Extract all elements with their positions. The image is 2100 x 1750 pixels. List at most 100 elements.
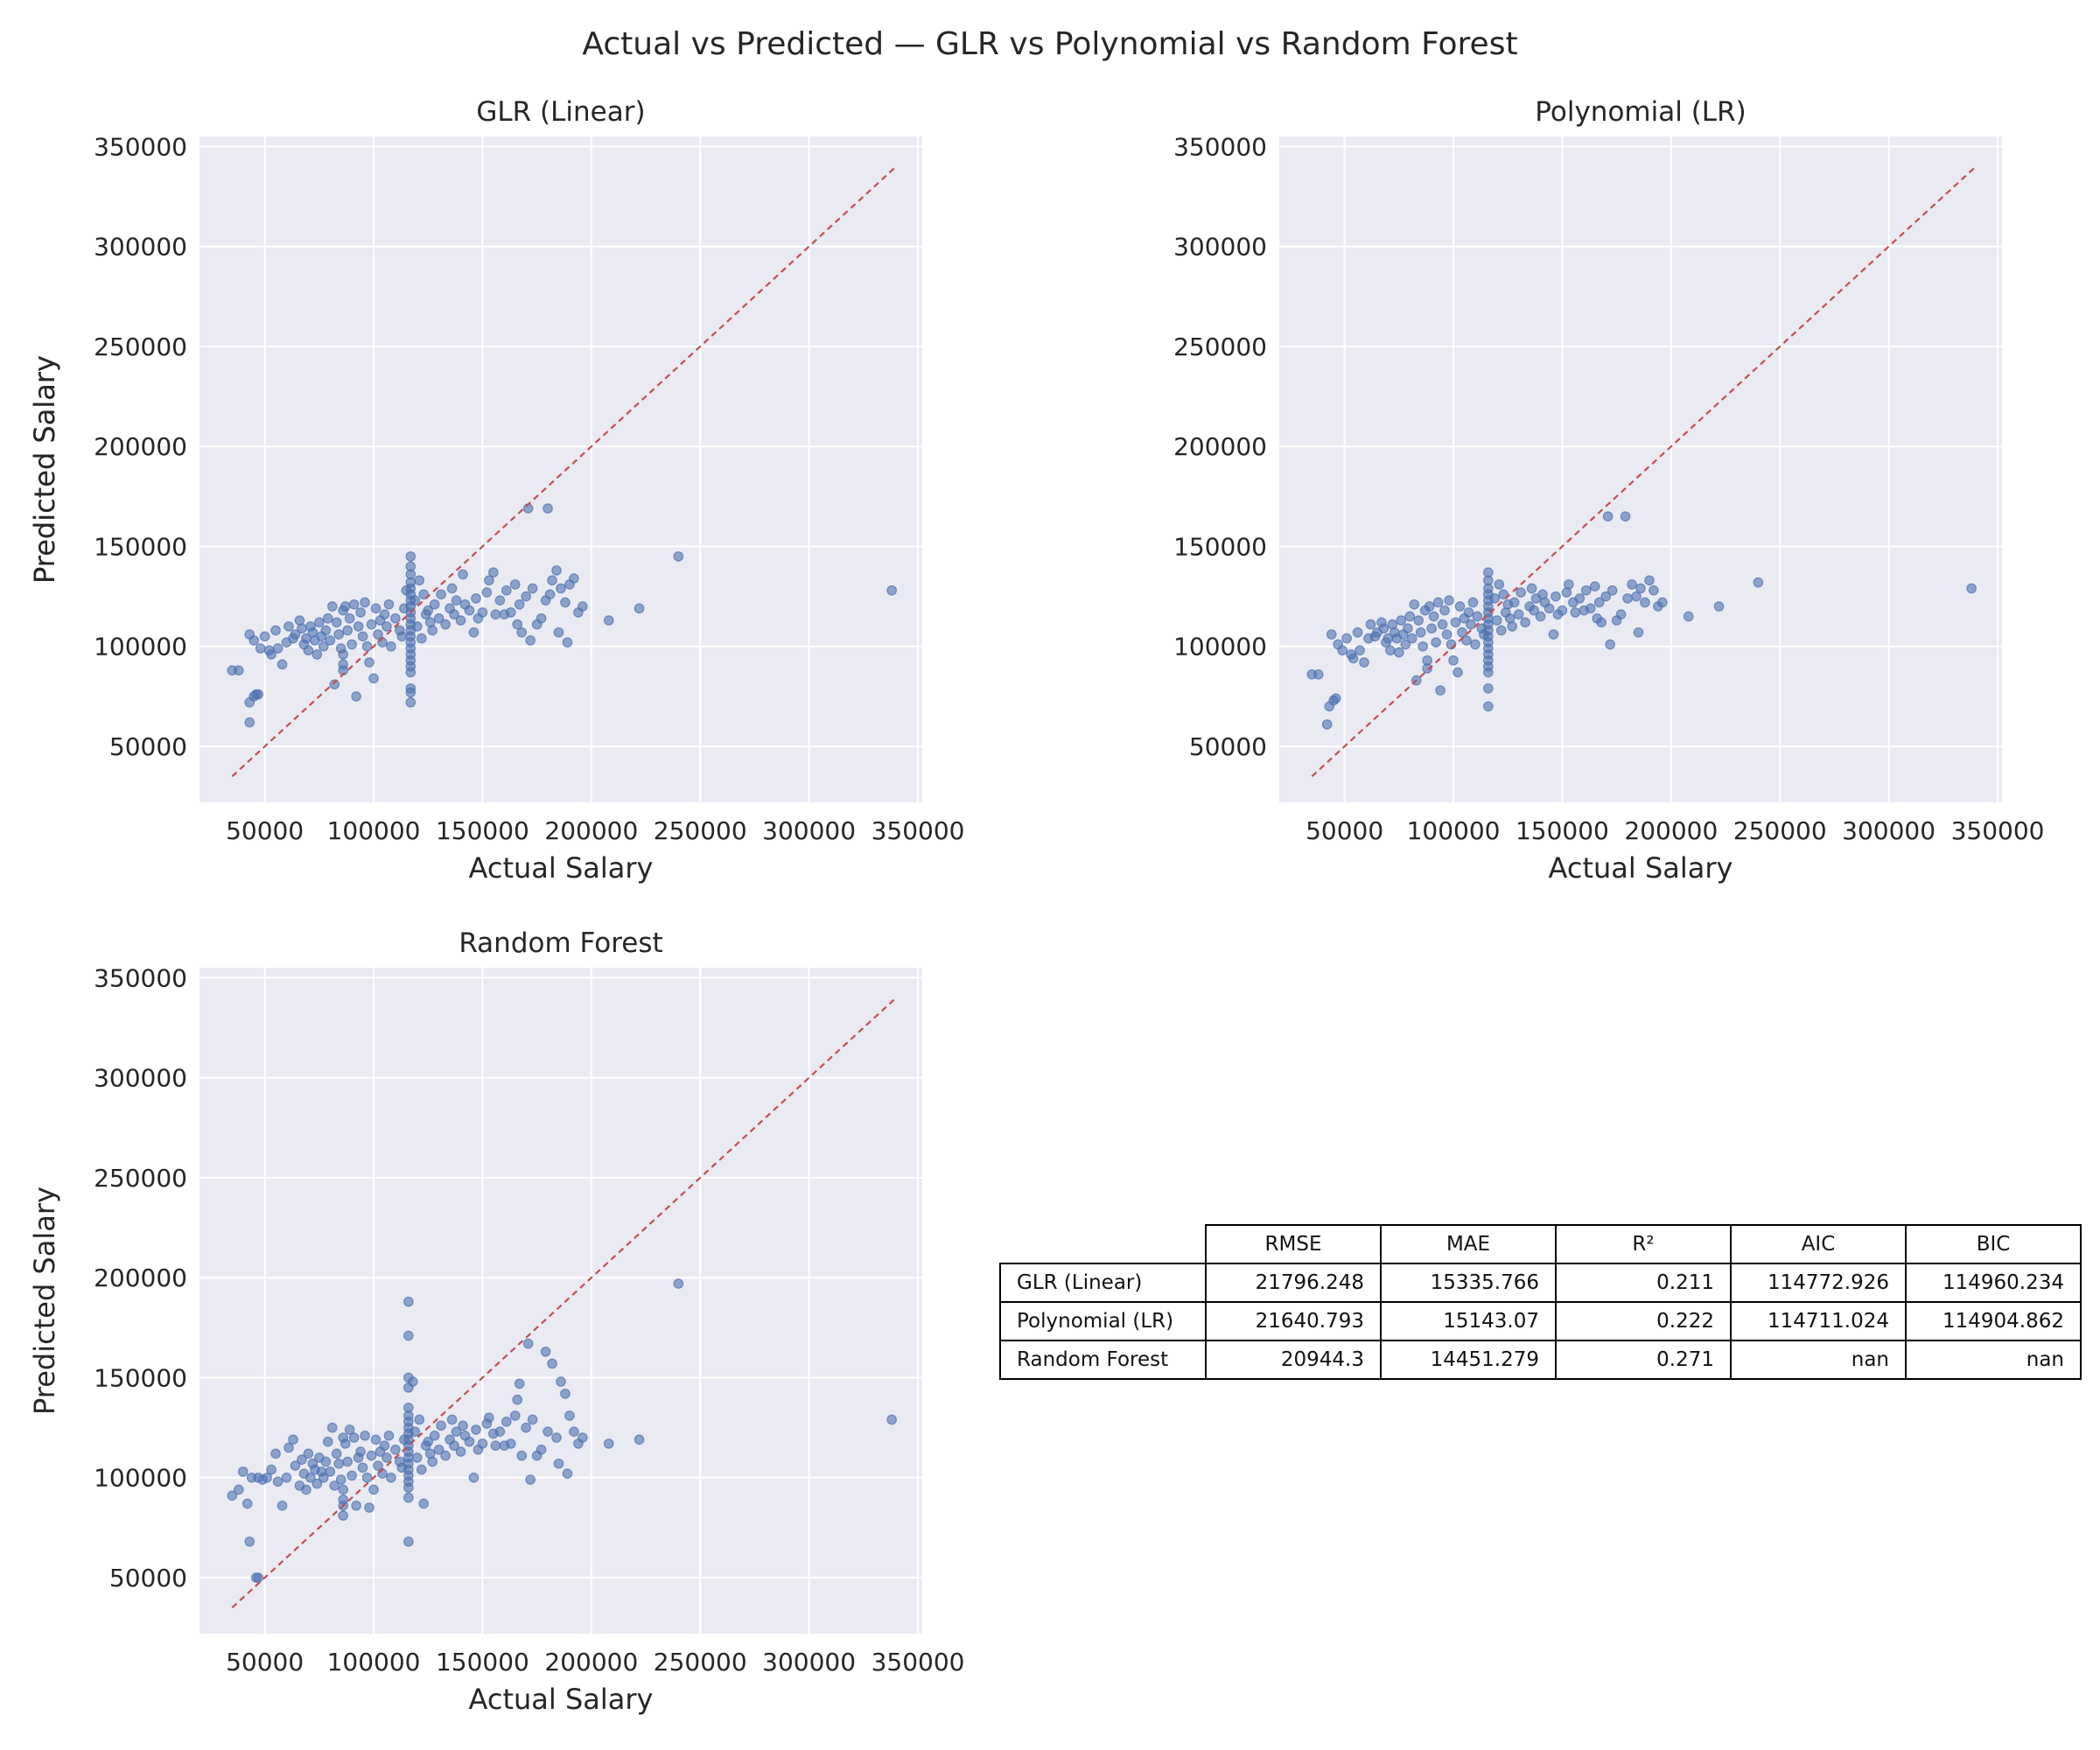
scatter-point [551,565,562,576]
y-tick-label: 200000 [94,432,187,461]
scatter-point [255,643,266,654]
scatter-point [405,687,416,698]
scatter-point [383,598,395,610]
scatter-point [370,603,382,614]
scatter-point [248,635,259,646]
scatter-point [449,609,459,620]
scatter-point [233,665,244,676]
header-aic: AIC [1730,1224,1907,1264]
scatter-point [512,619,523,630]
scatter-point [560,597,570,608]
cell-mae: 15143.07 [1380,1301,1557,1341]
scatter-point [673,551,684,562]
scatter-point [379,609,390,620]
cell-rmse: 21640.793 [1205,1301,1382,1341]
row-label: Random Forest [999,1340,1207,1380]
cell-r2: 0.222 [1555,1301,1732,1341]
x-tick-label: 150000 [436,816,529,845]
scatter-point [303,645,314,656]
scatter-point [544,589,556,600]
scatter-point [348,598,360,610]
y-tick-label: 300000 [94,233,187,262]
y-tick-label: 150000 [94,532,187,561]
scatter-point [490,609,501,620]
scatter-point [333,629,345,640]
scatter-point [297,623,307,634]
cell-bic: 114904.862 [1905,1301,2082,1341]
scatter-point [494,595,506,606]
scatter-point [405,667,416,678]
scatter-point [368,673,379,684]
y-tick-label: 350000 [94,132,187,161]
cell-bic: nan [1905,1340,2082,1380]
scatter-point [440,619,451,630]
scatter-point [634,603,645,614]
header-bic: BIC [1905,1224,2082,1264]
scatter-point [382,621,392,632]
scatter-point [411,621,423,632]
scatter-point [386,640,396,652]
scatter-point [451,595,462,606]
cell-mae: 14451.279 [1380,1340,1557,1380]
scatter-point [390,612,401,624]
figure-title: Actual vs Predicted — GLR vs Polynomial … [582,26,1518,62]
scatter-point [536,612,547,624]
scatter-point [266,649,276,660]
cell-r2: 0.211 [1555,1263,1732,1303]
scatter-point [340,601,351,612]
y-tick-label: 250000 [94,332,187,361]
y-axis-label: Predicted Salary [28,355,61,584]
scatter-point [373,629,383,640]
scatter-point [326,601,338,612]
scatter-point [525,635,536,646]
scatter-point [488,567,499,578]
scatter-point [270,625,281,636]
scatter-point [505,607,516,618]
scatter-point [562,637,573,648]
scatter-point [516,626,528,638]
scatter-point [436,589,446,600]
metrics-header-row: RMSE MAE R² AIC BIC [1000,1224,2082,1264]
cell-r2: 0.271 [1555,1340,1732,1380]
scatter-point [355,607,366,618]
scatter-point [569,573,579,584]
table-corner [1000,1225,1207,1264]
scatter-point [259,631,270,642]
scatter-point [346,639,357,650]
x-axis-label: Actual Salary [469,851,654,885]
scatter-point [414,575,425,586]
scatter-point [509,579,521,590]
scatter-point [484,575,494,586]
cell-aic: nan [1730,1340,1907,1380]
scatter-point [547,575,557,586]
x-tick-label: 200000 [544,816,638,845]
scatter-point [477,607,488,618]
header-rmse: RMSE [1205,1224,1382,1264]
scatter-point [320,625,332,636]
scatter-point [556,583,566,594]
row-label: Polynomial (LR) [999,1301,1207,1341]
x-tick-label: 300000 [762,816,856,845]
header-r2: R² [1555,1224,1732,1264]
x-tick-label: 50000 [226,816,304,845]
scatter-point [446,583,458,594]
scatter-point [361,640,373,652]
scatter-point [455,615,466,626]
cell-mae: 15335.766 [1380,1263,1557,1303]
scatter-point [366,619,377,630]
cell-aic: 114711.024 [1730,1301,1907,1341]
scatter-point [338,649,349,660]
scatter-point [416,633,427,644]
scatter-point [272,643,284,654]
scatter-point [405,551,416,562]
scatter-point [603,615,614,626]
scatter-point [464,605,475,616]
scatter-point [360,597,370,608]
scatter-point [553,626,564,638]
cell-rmse: 21796.248 [1205,1263,1382,1303]
x-tick-label: 350000 [872,816,965,845]
scatter-point [427,625,438,636]
scatter-point [344,612,355,624]
